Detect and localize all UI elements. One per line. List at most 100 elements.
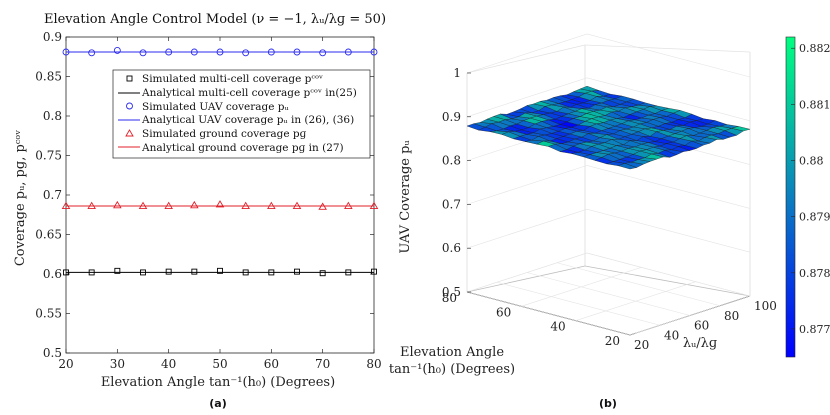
- y-tick-label: 60: [496, 305, 511, 319]
- y-tick-label: 0.65: [35, 228, 62, 242]
- legend-marker-circle: [126, 102, 133, 110]
- y-tick-label: 20: [605, 334, 620, 348]
- data-point-triangle: [164, 201, 173, 210]
- chart-b-xlabel: λᵤ/λɡ: [683, 336, 717, 351]
- data-point-triangle: [113, 200, 122, 209]
- legend-label: Analytical UAV coverage pᵤ in (26), (36): [141, 114, 354, 126]
- colorbar-ticks: 0.882 0.881 0.88 0.879 0.878 0.877: [791, 42, 830, 336]
- wall-gridline: [466, 208, 751, 253]
- colorbar-tick-label: 0.881: [799, 98, 830, 111]
- legend-marker-square: [126, 75, 133, 82]
- colorbar: [785, 36, 796, 358]
- data-point-circle: [139, 49, 147, 57]
- data-point-circle: [370, 48, 378, 56]
- data-point-circle: [62, 48, 70, 56]
- colorbar-tick-label: 0.877: [799, 323, 830, 336]
- data-point-square: [217, 267, 223, 274]
- x-tick-label: 100: [754, 299, 777, 313]
- floor-gridline: [496, 281, 661, 326]
- z-tick-label: 0.9: [442, 110, 461, 124]
- data-point-square: [191, 268, 198, 275]
- data-point-square: [88, 269, 95, 276]
- data-point-circle: [344, 48, 352, 56]
- data-point-square: [268, 269, 275, 276]
- y-tick-label: 80: [442, 291, 457, 305]
- data-point-circle: [216, 48, 224, 56]
- x-tick-label: 70: [315, 357, 330, 371]
- data-point-triangle: [241, 201, 250, 210]
- y-tick-label: 0.7: [43, 188, 62, 202]
- x-tick-label: 30: [110, 357, 125, 371]
- data-point-circle: [242, 49, 250, 57]
- legend-box: [112, 69, 371, 159]
- surface-patch: [730, 126, 751, 132]
- data-point-triangle: [87, 201, 96, 210]
- chart-a-series-markers: [61, 46, 379, 277]
- data-point-triangle: [190, 200, 199, 209]
- data-point-triangle: [138, 201, 148, 210]
- y-tick-label: 0.85: [35, 70, 62, 84]
- chart-a-title: Elevation Angle Control Model (ν = −1, λ…: [44, 12, 386, 27]
- data-point-square: [294, 268, 300, 275]
- data-point-circle: [88, 49, 96, 57]
- data-point-square: [114, 267, 121, 274]
- data-point-triangle: [267, 201, 276, 210]
- colorbar-tick-label: 0.882: [799, 42, 830, 55]
- chart-b: 0.5 0.6 0.7 0.8 0.9 1 20 40 60 80 20 40 60 80 100 UAV …: [389, 33, 830, 410]
- x-tick-label: 20: [634, 338, 649, 352]
- x-tick-label: 60: [264, 357, 279, 371]
- y-tick-label: 0.6: [43, 267, 62, 281]
- legend-label: Simulated UAV coverage pᵤ: [142, 101, 290, 113]
- x-tick-label: 50: [212, 357, 227, 371]
- data-point-circle: [267, 48, 275, 56]
- floor-gridline: [466, 291, 631, 336]
- colorbar-tick-label: 0.878: [799, 267, 830, 280]
- chart-a-ylabel: Coverage pᵤ, pɡ, pᶜᵒᵛ: [13, 130, 28, 266]
- data-point-triangle: [292, 201, 302, 210]
- data-point-triangle: [215, 200, 225, 208]
- chart-a-ticks: 20 30 40 50 60 70 80 0.5 0.55 0.6 0.65 0.7 0.75 0.8 0.…: [35, 30, 381, 371]
- floor-gridline: [521, 267, 642, 307]
- data-point-triangle: [61, 201, 71, 210]
- legend-label: Analytical multi-cell coverage pᶜᵒᵛ in(2…: [141, 87, 357, 99]
- y-tick-label: 0.55: [35, 307, 62, 321]
- colorbar-tick-label: 0.879: [799, 211, 830, 224]
- chart-a-legend: Simulated multi-cell coverage pᶜᵒᵛ Analy…: [112, 69, 371, 159]
- data-point-circle: [293, 48, 301, 56]
- x-tick-label: 40: [161, 357, 176, 371]
- x-tick-label: 40: [664, 328, 679, 342]
- y-tick-label: 0.9: [43, 30, 62, 44]
- x-tick-label: 60: [694, 319, 709, 333]
- data-point-circle: [190, 48, 198, 56]
- data-point-triangle: [369, 201, 379, 210]
- colorbar-tick-label: 0.88: [799, 155, 824, 168]
- legend-label: Simulated multi-cell coverage pᶜᵒᵛ: [142, 73, 323, 85]
- y-tick-label: 0.75: [35, 149, 62, 163]
- z-tick-label: 0.6: [442, 241, 461, 255]
- floor-gridline: [556, 262, 721, 307]
- floor-gridline: [629, 295, 751, 336]
- x-tick-label: 80: [366, 357, 381, 371]
- chart-b-gridlines: [466, 33, 751, 336]
- data-point-triangle: [318, 202, 327, 210]
- chart-b-ylabel-line2: tan⁻¹(h₀) (Degrees): [389, 362, 515, 377]
- wall-gridline: [466, 252, 751, 297]
- panel-label-a: (a): [209, 397, 226, 410]
- wall-gridline: [466, 33, 751, 78]
- chart-a-xlabel: Elevation Angle tan⁻¹(h₀) (Degrees): [101, 375, 335, 390]
- data-point-square: [345, 269, 352, 276]
- data-point-square: [242, 269, 249, 276]
- data-point-circle: [165, 48, 173, 56]
- wall-gridline: [466, 165, 751, 209]
- z-tick-label: 1: [453, 66, 461, 80]
- floor-gridline: [526, 272, 691, 316]
- y-tick-label: 40: [550, 320, 565, 334]
- panel-label-b: (b): [599, 397, 617, 410]
- data-point-triangle: [344, 201, 353, 210]
- data-point-circle: [113, 46, 121, 54]
- y-tick-label: 0.5: [43, 346, 62, 360]
- data-point-square: [165, 268, 172, 275]
- wall-gridline: [466, 77, 751, 122]
- chart-a: Elevation Angle Control Model (ν = −1, λ…: [13, 12, 386, 410]
